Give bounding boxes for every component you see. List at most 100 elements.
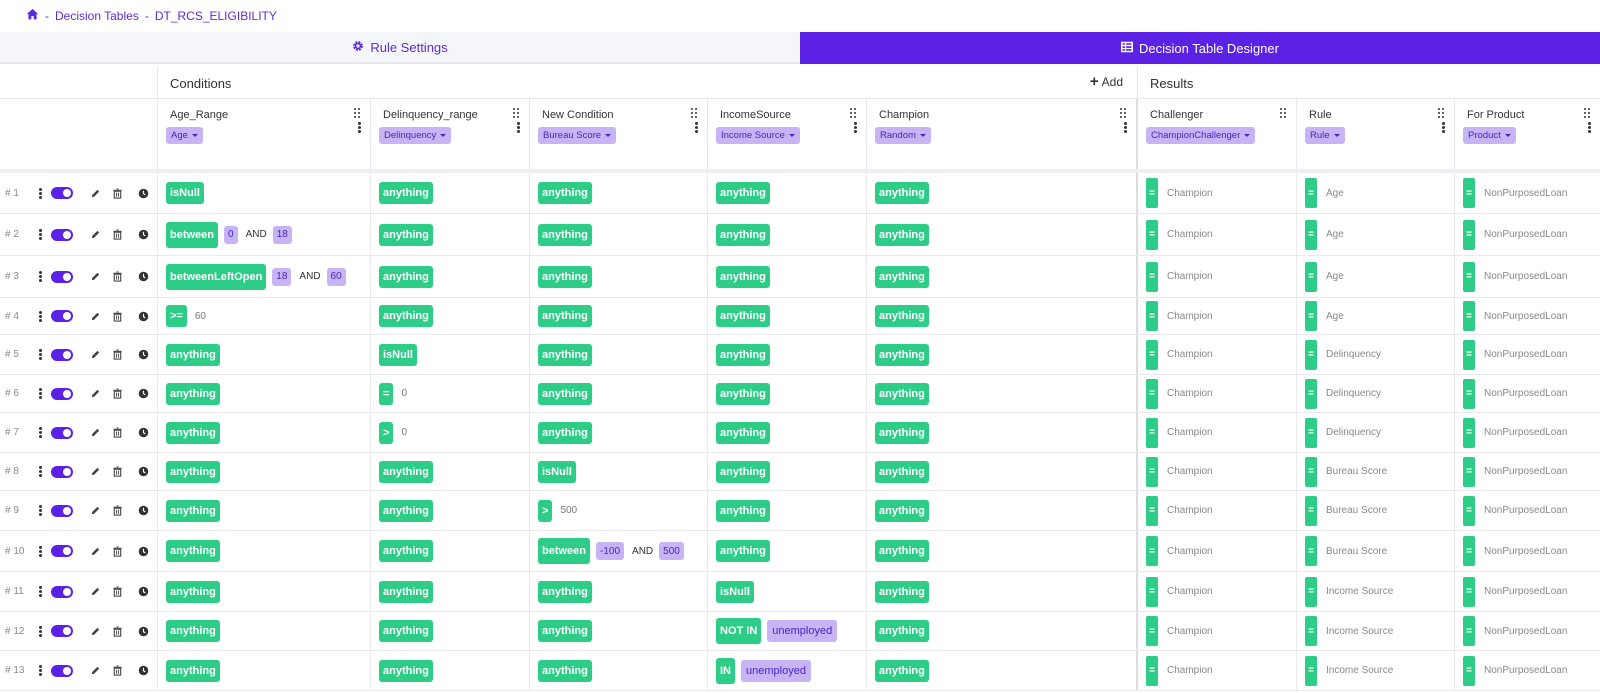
drag-handle-icon[interactable]	[1280, 108, 1288, 118]
operator-chip[interactable]: anything	[379, 305, 433, 327]
operator-chip[interactable]: anything	[716, 382, 770, 405]
equals-operator-chip[interactable]: =	[1305, 261, 1317, 292]
result-value[interactable]: Income Source	[1326, 665, 1394, 676]
edit-pencil-icon[interactable]	[90, 546, 101, 557]
result-value[interactable]: NonPurposedLoan	[1484, 310, 1568, 322]
row-enabled-toggle[interactable]	[51, 310, 73, 322]
delete-trash-icon[interactable]	[112, 349, 123, 360]
history-clock-icon[interactable]	[138, 427, 149, 438]
drag-handle-icon[interactable]	[354, 108, 362, 118]
row-enabled-toggle[interactable]	[51, 187, 73, 199]
operator-chip[interactable]: anything	[875, 182, 929, 204]
history-clock-icon[interactable]	[138, 546, 149, 557]
operator-chip[interactable]: anything	[875, 421, 929, 444]
operator-chip[interactable]: >	[379, 421, 394, 444]
history-clock-icon[interactable]	[138, 505, 149, 516]
edit-pencil-icon[interactable]	[90, 626, 101, 637]
operator-chip[interactable]: anything	[379, 460, 433, 483]
equals-operator-chip[interactable]: =	[1146, 178, 1158, 208]
column-menu-icon[interactable]	[517, 122, 520, 133]
result-value[interactable]: NonPurposedLoan	[1484, 545, 1568, 557]
result-value[interactable]: NonPurposedLoan	[1484, 187, 1568, 199]
edit-pencil-icon[interactable]	[90, 188, 101, 199]
equals-operator-chip[interactable]: =	[1305, 495, 1317, 526]
operator-chip[interactable]: anything	[538, 659, 592, 682]
row-enabled-toggle[interactable]	[51, 545, 73, 557]
row-menu-icon[interactable]	[39, 586, 42, 597]
result-value[interactable]: NonPurposedLoan	[1484, 505, 1568, 516]
operator-chip[interactable]: anything	[166, 580, 220, 603]
operator-chip[interactable]: anything	[716, 305, 770, 327]
value-chip-low[interactable]: -100	[596, 542, 625, 560]
operator-chip[interactable]: anything	[538, 305, 592, 327]
equals-operator-chip[interactable]: =	[1146, 219, 1158, 250]
value-chip-low[interactable]: 18	[272, 267, 292, 286]
operator-chip[interactable]: =	[379, 382, 394, 405]
operator-chip[interactable]: anything	[875, 382, 929, 405]
result-value[interactable]: Champion	[1167, 310, 1213, 322]
operator-chip[interactable]: isNull	[379, 343, 417, 366]
result-value[interactable]: Age	[1326, 310, 1344, 322]
operator-chip[interactable]: anything	[166, 540, 220, 562]
operator-chip[interactable]: anything	[166, 382, 220, 405]
column-menu-icon[interactable]	[1124, 122, 1127, 133]
equals-operator-chip[interactable]: =	[1305, 616, 1317, 646]
drag-handle-icon[interactable]	[850, 108, 858, 118]
row-enabled-toggle[interactable]	[51, 426, 73, 439]
edit-pencil-icon[interactable]	[90, 349, 101, 360]
result-value[interactable]: Bureau Score	[1326, 505, 1388, 516]
row-enabled-toggle[interactable]	[51, 228, 73, 241]
operator-chip[interactable]: anything	[379, 182, 433, 204]
delete-trash-icon[interactable]	[112, 187, 123, 199]
value-list-chip[interactable]: unemployed	[767, 620, 838, 642]
result-value[interactable]: Delinquency	[1326, 427, 1382, 438]
column-type-dropdown[interactable]: Income Source	[716, 127, 800, 144]
value-text[interactable]: 500	[560, 505, 578, 516]
result-value[interactable]: Champion	[1167, 187, 1213, 199]
operator-chip[interactable]: anything	[379, 580, 433, 603]
operator-chip[interactable]: anything	[538, 223, 592, 246]
row-menu-icon[interactable]	[39, 665, 42, 676]
value-chip-high[interactable]: 18	[272, 225, 292, 244]
equals-operator-chip[interactable]: =	[1146, 456, 1158, 487]
equals-operator-chip[interactable]: =	[1146, 378, 1158, 409]
operator-chip[interactable]: anything	[379, 540, 433, 562]
operator-chip[interactable]: anything	[379, 620, 433, 642]
column-menu-icon[interactable]	[1442, 122, 1445, 133]
equals-operator-chip[interactable]: =	[1463, 616, 1475, 646]
equals-operator-chip[interactable]: =	[1463, 536, 1475, 566]
operator-chip[interactable]: anything	[538, 382, 592, 405]
result-value[interactable]: Champion	[1167, 388, 1213, 399]
equals-operator-chip[interactable]: =	[1463, 261, 1475, 292]
equals-operator-chip[interactable]: =	[1146, 301, 1158, 331]
equals-operator-chip[interactable]: =	[1146, 616, 1158, 646]
equals-operator-chip[interactable]: =	[1463, 378, 1475, 409]
operator-chip[interactable]: between	[166, 221, 219, 248]
operator-chip[interactable]: anything	[538, 580, 592, 603]
column-menu-icon[interactable]	[358, 122, 361, 133]
value-text[interactable]: 60	[194, 310, 206, 322]
equals-operator-chip[interactable]: =	[1463, 576, 1475, 607]
operator-chip[interactable]: anything	[379, 265, 433, 288]
result-value[interactable]: Champion	[1167, 466, 1213, 477]
delete-trash-icon[interactable]	[112, 586, 123, 597]
history-clock-icon[interactable]	[138, 586, 149, 597]
operator-chip[interactable]: anything	[166, 460, 220, 483]
equals-operator-chip[interactable]: =	[1305, 417, 1317, 448]
equals-operator-chip[interactable]: =	[1463, 301, 1475, 331]
equals-operator-chip[interactable]: =	[1146, 576, 1158, 607]
operator-chip[interactable]: anything	[875, 659, 929, 682]
equals-operator-chip[interactable]: =	[1146, 536, 1158, 566]
operator-chip[interactable]: anything	[379, 223, 433, 246]
operator-chip[interactable]: >	[538, 499, 553, 522]
result-value[interactable]: Champion	[1167, 505, 1213, 516]
operator-chip[interactable]: anything	[166, 421, 220, 444]
equals-operator-chip[interactable]: =	[1463, 495, 1475, 526]
delete-trash-icon[interactable]	[112, 427, 123, 438]
equals-operator-chip[interactable]: =	[1463, 655, 1475, 686]
history-clock-icon[interactable]	[138, 349, 149, 360]
column-type-dropdown[interactable]: Age	[166, 127, 203, 144]
row-menu-icon[interactable]	[39, 229, 42, 240]
result-value[interactable]: Bureau Score	[1326, 545, 1388, 557]
operator-chip[interactable]: anything	[538, 620, 592, 642]
